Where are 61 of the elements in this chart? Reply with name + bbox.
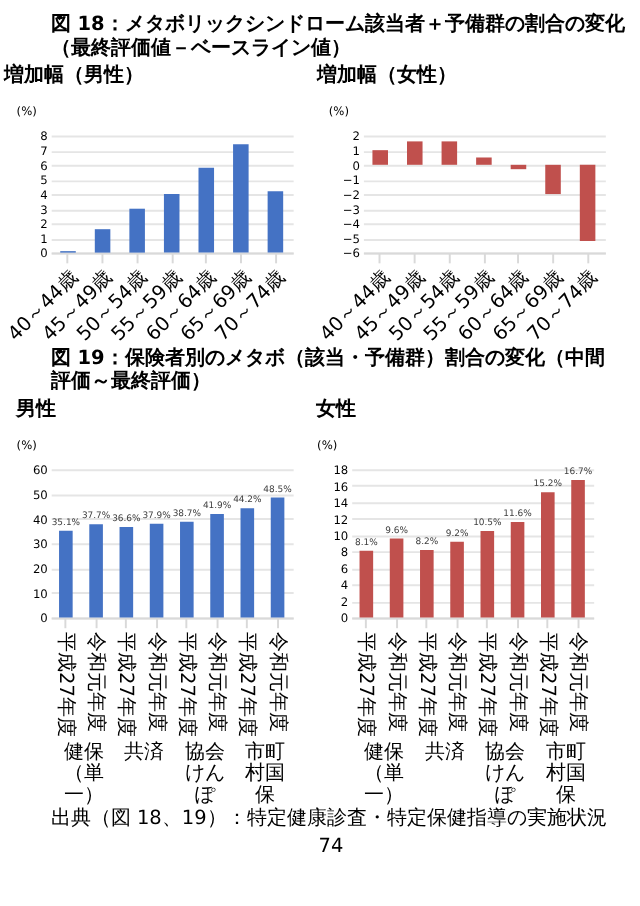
text: （最終評価値－ベースライン値） — [50, 35, 351, 60]
bar — [210, 513, 224, 618]
x-tick-label: 平成27年度 — [54, 632, 78, 737]
chart-title: 男性 — [13, 396, 56, 421]
text: 共済 — [424, 739, 465, 764]
text: 市町村国保 — [243, 739, 286, 807]
bar — [267, 191, 284, 253]
bar — [571, 479, 585, 618]
caption: 図 18：メタボリックシンドローム該当者＋予備群の割合の変化 — [50, 12, 627, 37]
bar — [233, 144, 249, 253]
bar — [407, 141, 423, 165]
text: 協会けんぽ — [184, 739, 225, 807]
text: 協会けんぽ — [485, 739, 526, 807]
bar — [180, 521, 194, 618]
text: 共済 — [124, 739, 165, 764]
x-tick-label: 平成27年度 — [414, 632, 439, 737]
bar — [579, 164, 596, 241]
source-note: 出典（図 18、19）：特定健康診査・特定保健指導の実施状況 — [50, 806, 607, 831]
bar — [359, 550, 374, 618]
text: 市町村国保 — [543, 739, 586, 807]
x-tick-label: 令和元年度 — [505, 632, 530, 733]
bar — [480, 530, 495, 618]
chart-title: 女性 — [314, 396, 357, 421]
caption: 図 19：保険者別のメタボ（該当・予備群）割合の変化（中間評価～最終評価） — [48, 345, 605, 394]
bar — [240, 508, 255, 618]
x-tick-label: 平成27年度 — [235, 632, 260, 737]
x-tick-label: 平成27年度 — [354, 632, 379, 737]
x-tick-label: 令和元年度 — [445, 632, 470, 733]
bar — [510, 521, 525, 618]
x-tick-label: 令和元年度 — [265, 632, 290, 733]
chart-title: 増加幅（女性） — [314, 62, 457, 87]
bar — [119, 527, 134, 618]
x-tick-label: 令和元年度 — [144, 632, 169, 733]
bar — [89, 524, 103, 618]
text: 健保（単一） — [64, 741, 104, 807]
x-tick-label: 令和元年度 — [566, 632, 591, 733]
bar — [129, 208, 145, 253]
bar — [441, 141, 458, 165]
x-tick-label: 平成27年度 — [174, 632, 199, 737]
x-tick-label: 平成27年度 — [535, 632, 560, 737]
text: 74 — [318, 835, 344, 858]
bar — [198, 167, 215, 253]
bar — [270, 497, 285, 618]
x-tick-label: 令和元年度 — [84, 632, 109, 733]
x-tick-label: 令和元年度 — [205, 632, 230, 733]
text: 健保（単一） — [364, 741, 405, 807]
bar — [541, 492, 555, 618]
bar — [450, 541, 464, 618]
bar — [149, 523, 164, 618]
bar — [420, 549, 434, 618]
bar — [372, 150, 388, 165]
x-tick-label: 令和元年度 — [384, 632, 409, 733]
bar — [59, 530, 73, 618]
bar — [94, 229, 111, 253]
bar — [389, 538, 404, 618]
bar — [476, 157, 492, 165]
chart-title: 増加幅（男性） — [2, 62, 145, 87]
bar — [545, 164, 561, 195]
x-tick-label: 平成27年度 — [475, 632, 500, 737]
bar — [163, 194, 180, 253]
x-tick-label: 平成27年度 — [114, 632, 139, 737]
